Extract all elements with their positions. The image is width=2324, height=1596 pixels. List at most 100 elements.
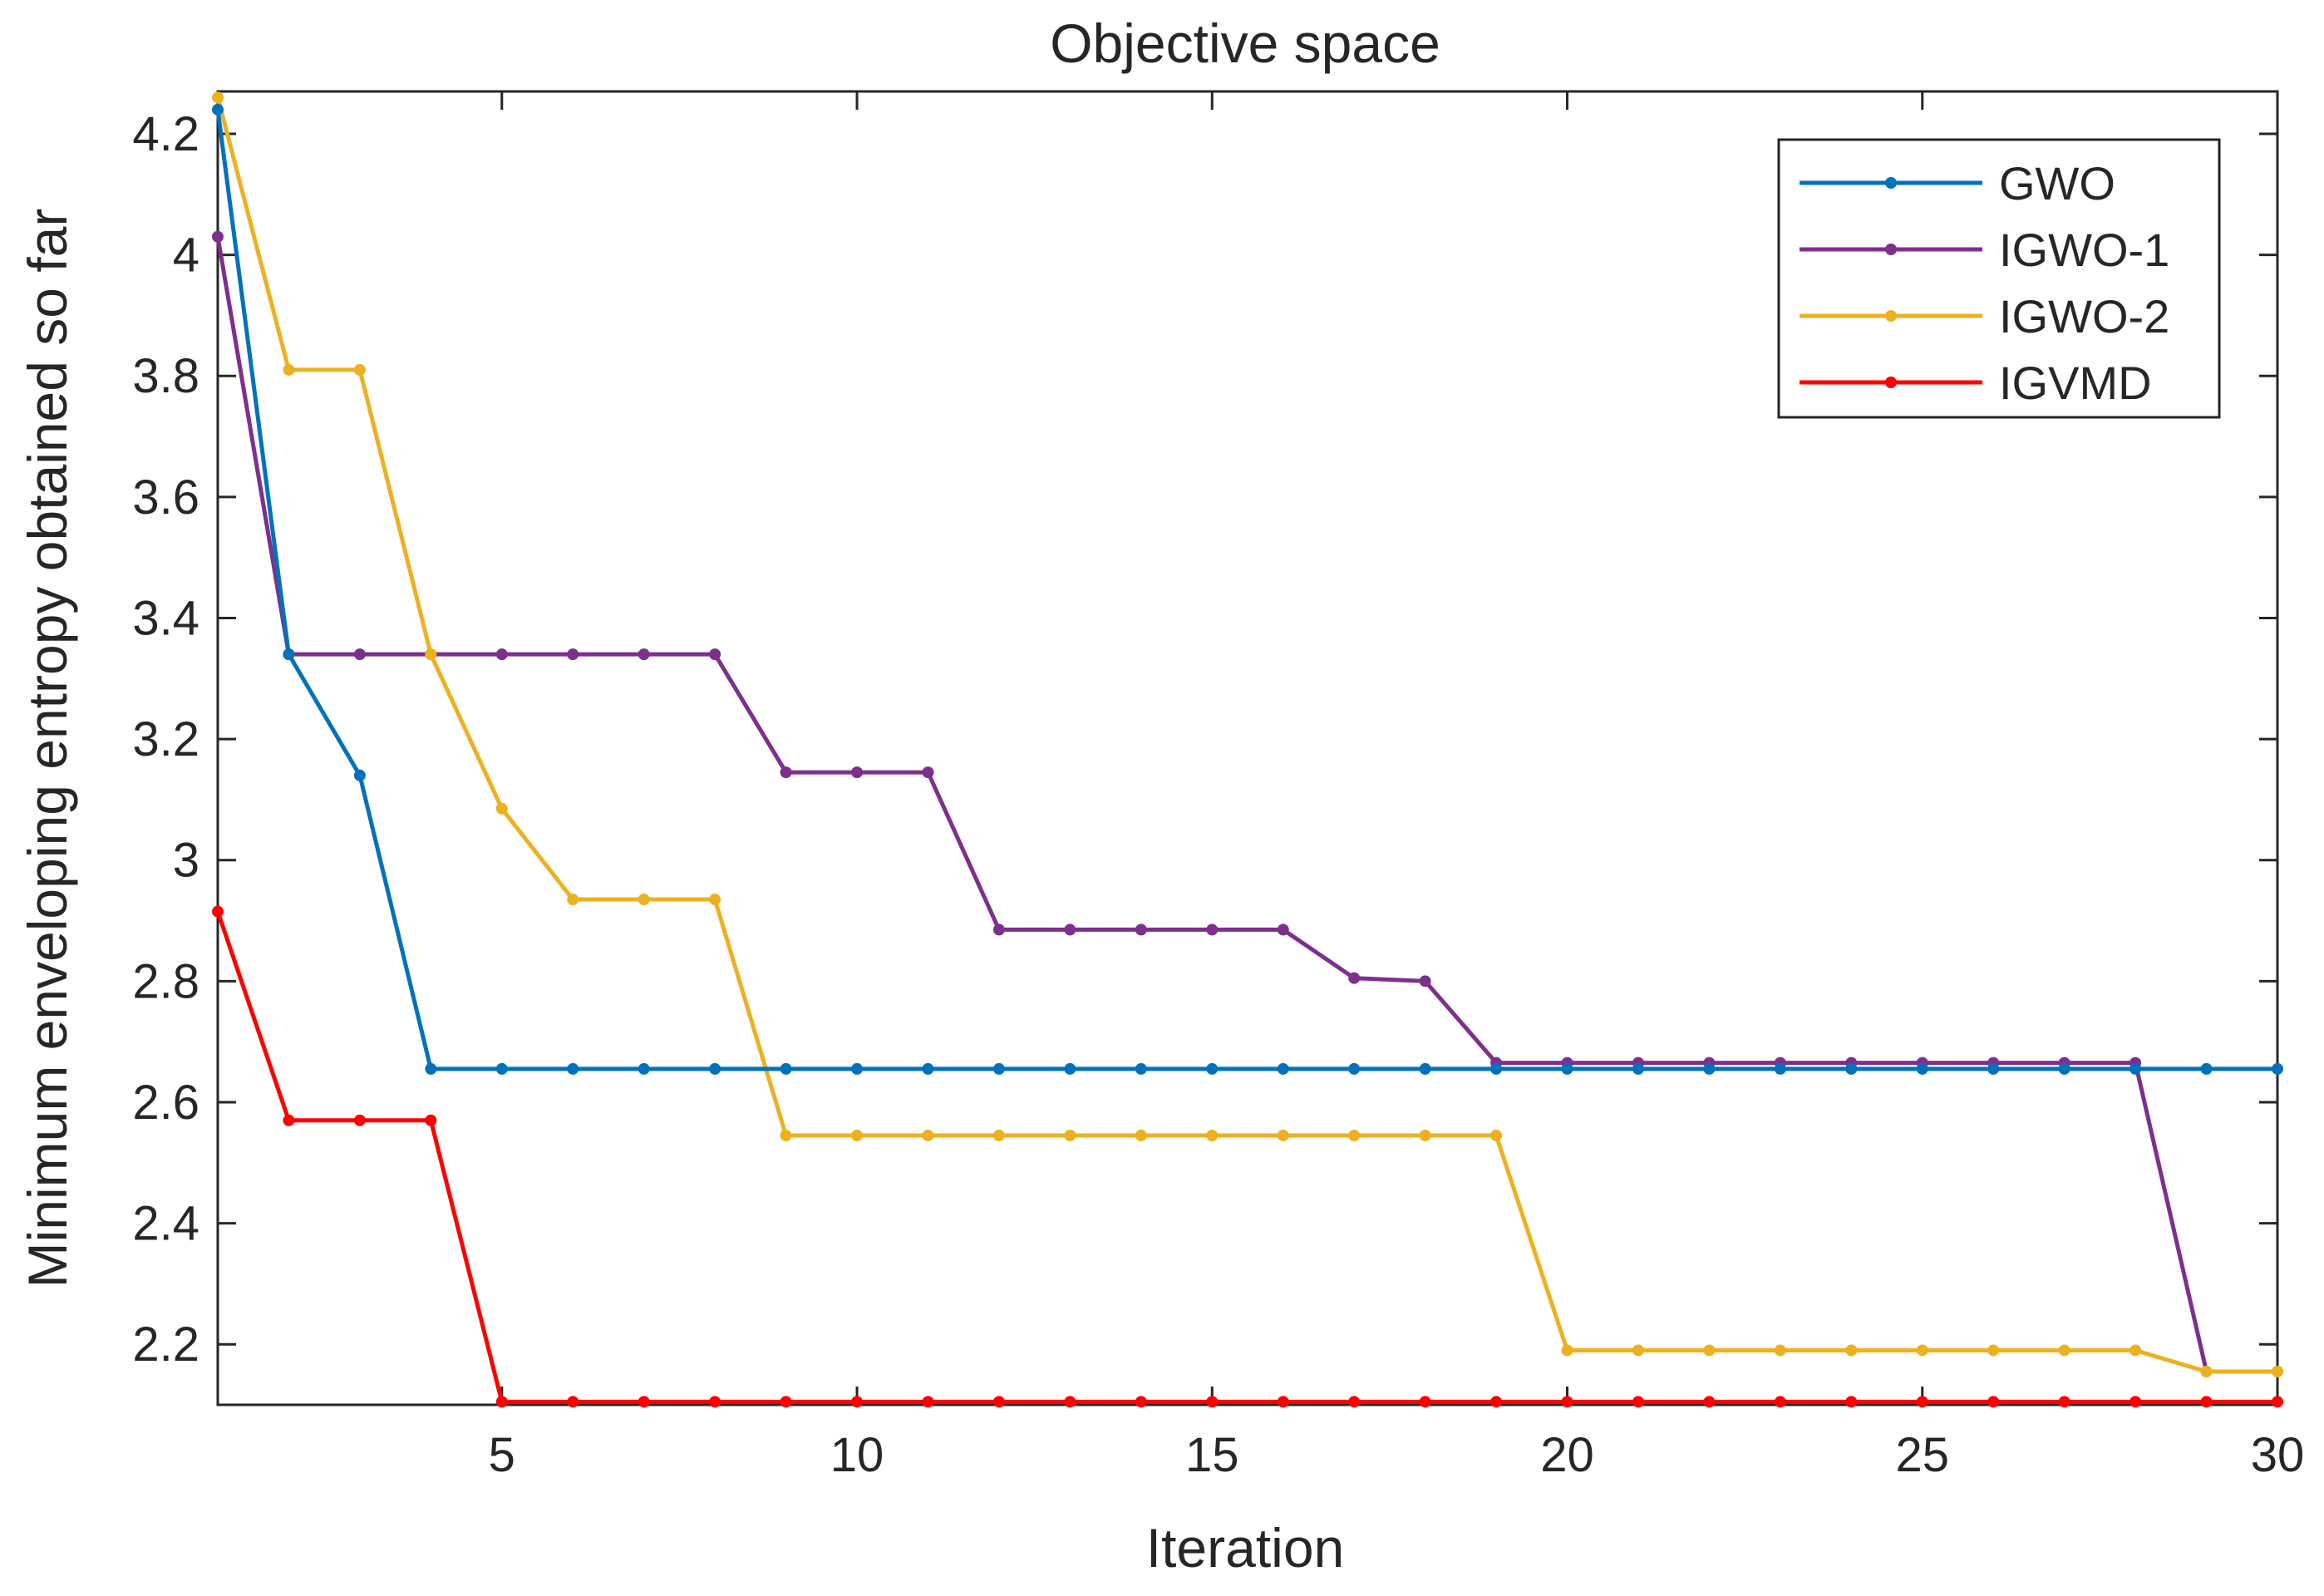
x-tick-label: 25 [1896,1428,1950,1482]
series-line [215,96,2277,1374]
data-point [1916,1344,1928,1357]
data-point [1135,1396,1147,1408]
data-point [567,1396,579,1408]
series-line [215,109,2277,1071]
legend-box [1777,138,2221,419]
data-point [1916,1062,1928,1075]
y-tick-label: 3.8 [132,349,199,403]
data-point [1916,1396,1928,1408]
legend-label: IGWO-2 [1999,290,2169,342]
data-point [1064,1129,1076,1141]
y-tick-label: 2.4 [132,1197,199,1251]
data-point [2058,1062,2070,1075]
data-point [1348,1062,1361,1075]
y-tick-label: 3.6 [132,470,199,525]
data-point [283,363,295,376]
data-point [1703,1344,1716,1357]
legend[interactable]: GWO IGWO-1 IGWO-2 IGVMD [1777,138,2221,419]
data-point [2272,1396,2283,1408]
data-point [1845,1344,1858,1357]
legend-entries: GWO IGWO-1 IGWO-2 IGVMD [1800,157,2169,409]
data-point [1561,1396,1573,1408]
data-point [922,766,934,779]
data-point [1561,1062,1573,1075]
data-point [1277,1396,1289,1408]
data-point [567,894,579,906]
data-point [1206,1396,1219,1408]
data-point [2272,1062,2283,1075]
data-point [992,1129,1005,1141]
data-point [353,1114,366,1126]
data-point [495,1396,508,1408]
data-point [851,1062,864,1075]
legend-item-igwo-2[interactable]: IGWO-2 [1800,290,2169,342]
data-point [638,1062,650,1075]
x-tick-label: 20 [1540,1428,1594,1482]
data-point [1987,1396,2000,1408]
data-point [495,648,508,661]
data-point [1419,975,1431,988]
x-tick-label: 10 [830,1428,884,1482]
data-point [922,1062,934,1075]
data-point [1987,1344,2000,1357]
data-point [2200,1062,2213,1075]
legend-item-igwo-1[interactable]: IGWO-1 [1800,224,2169,276]
data-point [992,924,1005,936]
data-point [709,648,721,661]
data-point [1419,1396,1431,1408]
data-point [2058,1344,2070,1357]
data-point [1632,1396,1644,1408]
data-point [851,1129,864,1141]
y-tick-label: 3.4 [132,591,199,645]
legend-label: IGVMD [1999,357,2152,409]
data-point [425,648,437,661]
data-point [1632,1062,1644,1075]
data-point [1490,1396,1503,1408]
data-point [1490,1129,1503,1141]
data-point [780,1396,792,1408]
data-point [1277,924,1289,936]
data-point [2058,1396,2070,1408]
data-point [1987,1062,2000,1075]
series-igvmd [212,905,2283,1408]
data-point [1206,1129,1219,1141]
y-tick-label: 4 [173,229,199,283]
data-point [1845,1396,1858,1408]
data-point [2272,1365,2283,1377]
data-point [638,1396,650,1408]
data-point [495,1062,508,1075]
data-point [1135,924,1147,936]
x-tick-label: 5 [489,1428,515,1482]
data-point [567,648,579,661]
data-point [1064,1062,1076,1075]
data-point [1774,1396,1786,1408]
data-point [212,103,224,116]
data-point [1561,1344,1573,1357]
series-gwo [212,103,2283,1075]
data-point [1774,1062,1786,1075]
data-point [1348,1396,1361,1408]
legend-marker [1885,377,1897,388]
data-point [212,230,224,243]
data-point [1703,1062,1716,1075]
data-point [2200,1365,2213,1377]
data-point [992,1396,1005,1408]
data-point [1135,1129,1147,1141]
y-tick-label: 2.6 [132,1076,199,1130]
legend-label: GWO [1999,157,2115,209]
data-point [283,648,295,661]
y-tick-label: 2.8 [132,954,199,1008]
legend-item-gwo[interactable]: GWO [1800,157,2115,209]
data-point [1348,1129,1361,1141]
data-point [638,648,650,661]
data-point [1206,924,1219,936]
y-tick-label: 3.2 [132,712,199,766]
data-point [1845,1062,1858,1075]
data-point [851,766,864,779]
data-point [638,894,650,906]
legend-marker [1885,244,1897,255]
legend-item-igvmd[interactable]: IGVMD [1800,357,2152,409]
data-point [851,1396,864,1408]
data-point [2130,1344,2142,1357]
data-point [780,1062,792,1075]
